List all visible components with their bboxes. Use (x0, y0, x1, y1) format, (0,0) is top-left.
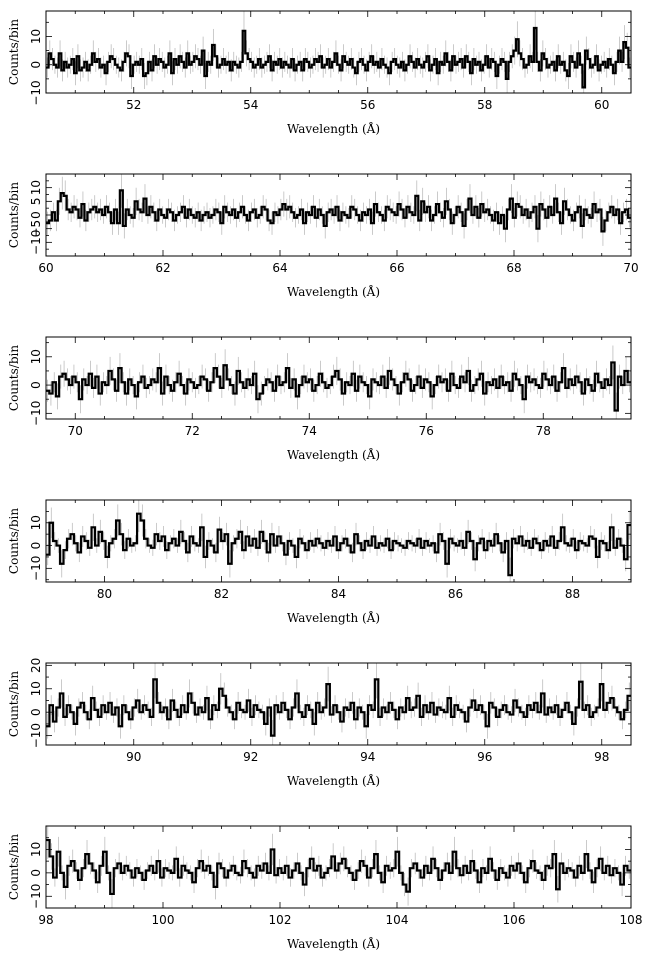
x-ticks (45, 826, 632, 908)
x-ticks (45, 337, 632, 419)
y-ticks (46, 499, 631, 581)
x-tick-label: 56 (360, 98, 375, 112)
x-axis-label: Wavelength (Å) (287, 121, 380, 136)
panel-5: 90 92 94 96 98 −10 0 10 20 Wavelength (Å) Counts/b… (7, 658, 632, 788)
x-tick-label: 94 (360, 750, 375, 764)
x-tick-label: 60 (594, 98, 609, 112)
x-tick-label: 80 (97, 587, 112, 601)
x-tick-label: 90 (126, 750, 141, 764)
data-series-line (46, 361, 631, 412)
x-tick-label: 66 (389, 261, 404, 275)
y-tick-label: −10 (29, 230, 43, 255)
x-tick-label: 68 (506, 261, 521, 275)
y-tick-label: −10 (29, 80, 43, 105)
y-tick-label: −10 (29, 401, 43, 426)
panel-2: 60 62 64 66 68 70 −10−50 5 10 Wavelength (Å) Count… (7, 173, 639, 299)
y-tick-label: 0 (29, 61, 43, 69)
x-tick-label: 86 (448, 587, 463, 601)
x-axis-label: Wavelength (Å) (287, 610, 380, 625)
y-ticks (46, 21, 631, 94)
x-tick-label: 62 (155, 261, 170, 275)
x-tick-label: 106 (503, 913, 526, 927)
y-tick-label: 20 (29, 658, 43, 673)
x-tick-label: 76 (419, 424, 434, 438)
x-axis-label: Wavelength (Å) (287, 936, 380, 951)
y-tick-label: 5 (29, 198, 43, 206)
x-tick-label: 52 (126, 98, 141, 112)
x-ticks (45, 11, 632, 93)
x-ticks (45, 500, 632, 582)
y-axis-label: Counts/bin (7, 834, 21, 900)
x-tick-label: 108 (620, 913, 643, 927)
y-tick-label: −10 (29, 723, 43, 748)
y-tick-label: 10 (29, 180, 43, 195)
panel-1: 52 54 56 58 60 −10 0 10 Wavelength (Å) Counts/bin (7, 10, 632, 136)
panel-6: 98 100 102 104 106 108 −10 0 10 Wavelength (Å) Cou… (7, 825, 643, 951)
y-tick-label: 10 (29, 681, 43, 696)
data-series-line (46, 512, 631, 577)
x-tick-label: 70 (623, 261, 638, 275)
x-tick-label: 64 (272, 261, 287, 275)
panel-3: 70 72 74 76 78 −10 0 10 Wavelength (Å) Counts/bin (7, 336, 632, 462)
x-tick-label: 60 (38, 261, 53, 275)
x-tick-label: 98 (594, 750, 609, 764)
y-ticks (46, 173, 631, 257)
axes-frame (45, 662, 632, 746)
y-axis-label: Counts/bin (7, 671, 21, 737)
data-series-line (46, 678, 631, 737)
y-tick-label: 10 (29, 842, 43, 857)
x-tick-label: 74 (302, 424, 317, 438)
x-tick-label: 98 (38, 913, 53, 927)
y-tick-label: −10 (29, 884, 43, 909)
x-axis-label: Wavelength (Å) (287, 447, 380, 462)
y-tick-label: 0 (29, 869, 43, 877)
y-tick-label: 0 (29, 211, 43, 219)
x-tick-label: 70 (68, 424, 83, 438)
x-tick-label: 82 (214, 587, 229, 601)
x-tick-label: 102 (269, 913, 292, 927)
x-axis-label: Wavelength (Å) (287, 284, 380, 299)
y-ticks (46, 825, 631, 909)
y-axis-label: Counts/bin (7, 345, 21, 411)
x-tick-label: 72 (185, 424, 200, 438)
y-axis-label: Counts/bin (7, 19, 21, 85)
x-ticks (45, 663, 632, 745)
y-axis-label: Counts/bin (7, 508, 21, 574)
y-tick-label: 10 (29, 349, 43, 364)
y-tick-label: 10 (29, 29, 43, 44)
y-tick-label: 0 (29, 381, 43, 389)
y-tick-label: 10 (29, 515, 43, 530)
x-tick-label: 78 (536, 424, 551, 438)
x-tick-label: 100 (152, 913, 175, 927)
panel-4: 80 82 84 86 88 −10 0 10 Wavelength (Å) Counts/bin (7, 499, 632, 625)
y-ticks (46, 342, 631, 414)
data-series-line (46, 189, 631, 233)
data-series-line (46, 26, 631, 89)
x-tick-label: 96 (477, 750, 492, 764)
y-tick-label: 0 (29, 708, 43, 716)
x-tick-label: 92 (243, 750, 258, 764)
y-axis-label: Counts/bin (7, 182, 21, 248)
x-axis-label: Wavelength (Å) (287, 773, 380, 788)
x-tick-label: 84 (331, 587, 346, 601)
axes-frame (45, 10, 632, 94)
x-ticks (45, 174, 632, 256)
x-tick-label: 104 (386, 913, 409, 927)
y-tick-label: −5 (29, 220, 43, 238)
y-tick-label: −10 (29, 556, 43, 581)
x-tick-label: 58 (477, 98, 492, 112)
y-ticks (46, 664, 631, 737)
data-series-line (46, 838, 631, 896)
y-tick-label: 0 (29, 542, 43, 550)
x-tick-label: 88 (565, 587, 580, 601)
x-tick-label: 54 (243, 98, 258, 112)
